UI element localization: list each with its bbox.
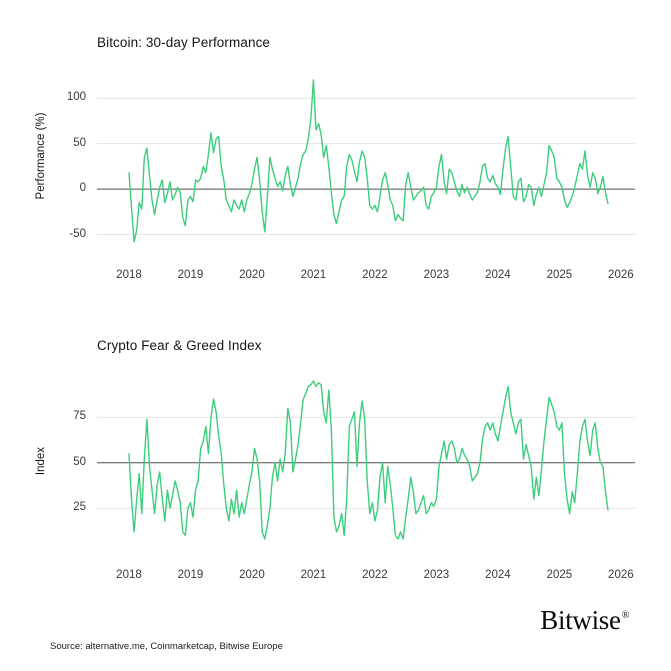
chart-0-x-tick-label: 2024 [485, 269, 511, 281]
source-attribution: Source: alternative.me, Coinmarketcap, B… [50, 641, 283, 652]
chart-title-fear-greed-index: Crypto Fear & Greed Index [97, 338, 262, 353]
chart-1-y-tick-label: 25 [73, 501, 86, 514]
chart-0-series-line [128, 79, 609, 243]
chart-1-x-tick-label: 2019 [177, 569, 204, 581]
chart-1-x-tick-label: 2021 [300, 569, 327, 581]
chart-1-x-tick-label: 2020 [239, 569, 265, 581]
chart-1-x-tick-label: 2024 [485, 569, 511, 581]
chart-1-x-tick-label: 2026 [608, 569, 634, 581]
chart-title-bitcoin-performance: Bitcoin: 30-day Performance [97, 35, 271, 50]
chart-0-group [97, 79, 635, 243]
bitwise-logo: Bitwise® [540, 605, 630, 636]
chart-0-x-tick-label: 2026 [608, 269, 634, 281]
chart-0-x-tick-label: 2023 [423, 269, 450, 281]
registered-trademark-icon: ® [621, 610, 630, 621]
chart-0-x-tick-label: 2021 [300, 269, 327, 281]
chart-1-x-tick-label: 2022 [362, 569, 388, 581]
chart-0-x-tick-label: 2019 [177, 269, 204, 281]
chart-0-x-tick-label: 2020 [239, 269, 265, 281]
chart-1-series-line [128, 380, 609, 540]
chart-0-x-tick-label: 2022 [362, 269, 388, 281]
chart-0-x-tick-label: 2018 [116, 269, 142, 281]
chart-1-group [97, 380, 635, 540]
chart-0-y-tick-label: 0 [79, 182, 86, 195]
chart-0-x-tick-label: 2025 [546, 269, 573, 281]
bitwise-logo-text: Bitwise [540, 605, 621, 635]
chart-1-y-tick-label: 75 [73, 410, 86, 423]
chart-1-x-tick-label: 2025 [546, 569, 573, 581]
chart-0-y-tick-label: 100 [66, 91, 86, 104]
chart-1-y-tick-label: 50 [73, 455, 86, 468]
chart-0-y-tick-label: -50 [69, 227, 86, 240]
chart-1-x-tick-label: 2023 [423, 569, 450, 581]
chart-0-y-tick-label: 50 [73, 136, 86, 149]
chart-1-x-tick-label: 2018 [116, 569, 142, 581]
